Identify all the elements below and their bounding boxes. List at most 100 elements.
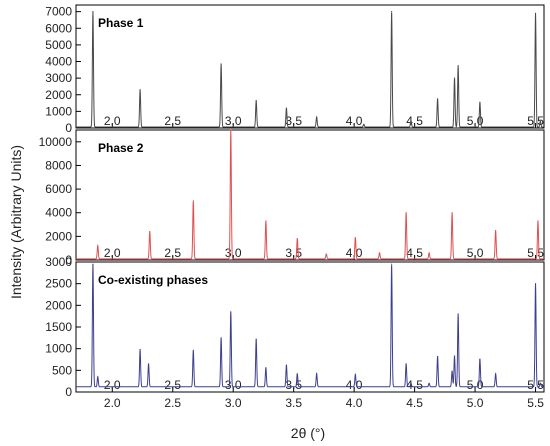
x-tick-label: 2.0	[104, 378, 121, 392]
x-axis-tick-label: 2.0	[104, 396, 121, 410]
peak-point	[495, 229, 497, 232]
x-tick-label: 3.0	[225, 378, 242, 392]
peak-point	[457, 65, 459, 67]
panel-title: Co-existing phases	[98, 273, 208, 287]
x-tick-label: 5.5	[527, 246, 544, 260]
peak-point	[92, 263, 94, 265]
y-axis-title: Intensity (Arbitrary Units)	[8, 145, 24, 299]
x-tick-label: 5.0	[467, 246, 484, 260]
x-axis-tick-label: 2.5	[164, 396, 181, 410]
y-tick-label: 500	[52, 363, 72, 377]
peak-point	[363, 123, 365, 125]
peak-point	[285, 364, 288, 366]
y-tick-label: 1000	[45, 104, 72, 118]
peak-point	[230, 311, 232, 313]
x-axis-title: 2θ (°)	[291, 425, 325, 441]
y-tick-label: 4000	[45, 55, 72, 69]
y-tick-label: 0	[65, 121, 72, 135]
peak-point	[534, 283, 537, 285]
y-tick-label: 0	[65, 385, 72, 399]
peak-point	[457, 313, 459, 315]
peak-point	[220, 63, 222, 65]
peak-point	[97, 376, 99, 378]
peak-point	[255, 338, 257, 340]
panel-frame	[75, 129, 545, 261]
y-tick-label: 10000	[39, 135, 73, 149]
peak-point	[410, 119, 412, 122]
peak-point	[405, 212, 407, 214]
x-tick-label: 4.5	[406, 114, 423, 128]
y-tick-label: 1000	[45, 342, 72, 356]
y-tick-label: 6000	[45, 21, 72, 35]
peak-point	[149, 231, 151, 233]
panel-title: Phase 1	[98, 16, 144, 30]
peak-point	[436, 98, 439, 100]
x-tick-label: 5.0	[467, 378, 484, 392]
peak-point	[495, 373, 497, 375]
peak-point	[92, 11, 94, 13]
x-axis-tick-label: 4.0	[346, 396, 363, 410]
peak-point	[451, 370, 453, 372]
y-tick-label: 7000	[45, 5, 72, 19]
y-tick-label: 2000	[45, 229, 72, 243]
x-tick-label: 2.0	[104, 246, 121, 260]
peak-point	[436, 355, 439, 358]
x-tick-label: 3.5	[285, 246, 302, 260]
x-axis-tick-label: 3.0	[225, 396, 242, 410]
peak-point	[378, 252, 381, 254]
peak-point	[479, 101, 481, 103]
peak-point	[428, 252, 430, 254]
series-line	[76, 130, 544, 260]
x-axis-tick-label: 5.0	[467, 396, 484, 410]
peak-point	[316, 373, 318, 375]
peak-point	[354, 374, 356, 376]
panel-frame	[75, 4, 545, 129]
peak-point	[230, 129, 232, 131]
peak-point	[285, 107, 288, 109]
peak-point	[410, 382, 412, 384]
x-axis-tick-label: 3.5	[285, 396, 302, 410]
peak-point	[391, 11, 393, 13]
peak-point	[265, 367, 267, 369]
series-line	[76, 11, 544, 128]
y-tick-label: 8000	[45, 158, 72, 172]
peak-point	[539, 120, 541, 122]
x-tick-label: 2.5	[164, 114, 181, 128]
peak-point	[296, 238, 298, 240]
series-line	[76, 264, 544, 388]
peak-point	[479, 358, 481, 360]
peak-point	[537, 220, 539, 222]
y-tick-label: 5000	[45, 38, 72, 52]
x-tick-label: 4.5	[406, 378, 423, 392]
peak-point	[391, 263, 393, 265]
x-tick-label: 5.5	[527, 378, 544, 392]
x-tick-label: 3.0	[225, 114, 242, 128]
peak-point	[451, 212, 453, 214]
peak-point	[534, 12, 537, 14]
y-tick-label: 2000	[45, 298, 72, 312]
y-tick-label: 1500	[45, 320, 72, 334]
x-tick-label: 3.0	[225, 246, 242, 260]
peak-point	[453, 355, 456, 357]
peak-point	[453, 77, 456, 79]
panel-1: 0 1000 2000 3000 4000 5000 6000 7000 2.0 2.5 3.0 3.…	[45, 4, 545, 135]
y-tick-label: 2000	[45, 88, 72, 102]
x-axis-tick-label: 4.5	[406, 396, 423, 410]
y-tick-label: 6000	[45, 182, 72, 196]
peak-point	[539, 382, 541, 384]
peak-point	[265, 220, 267, 222]
x-axis-tick-label: 5.5	[527, 396, 544, 410]
panel-title: Phase 2	[98, 141, 144, 155]
y-tick-label: 0	[65, 253, 72, 267]
peak-point	[139, 89, 141, 91]
peak-point	[192, 200, 194, 202]
peak-point	[296, 373, 298, 375]
peak-point	[316, 116, 318, 118]
peak-point	[255, 99, 257, 102]
peak-point	[325, 253, 327, 255]
peak-point	[220, 337, 222, 339]
peak-point	[428, 382, 430, 384]
peak-point	[405, 363, 407, 365]
